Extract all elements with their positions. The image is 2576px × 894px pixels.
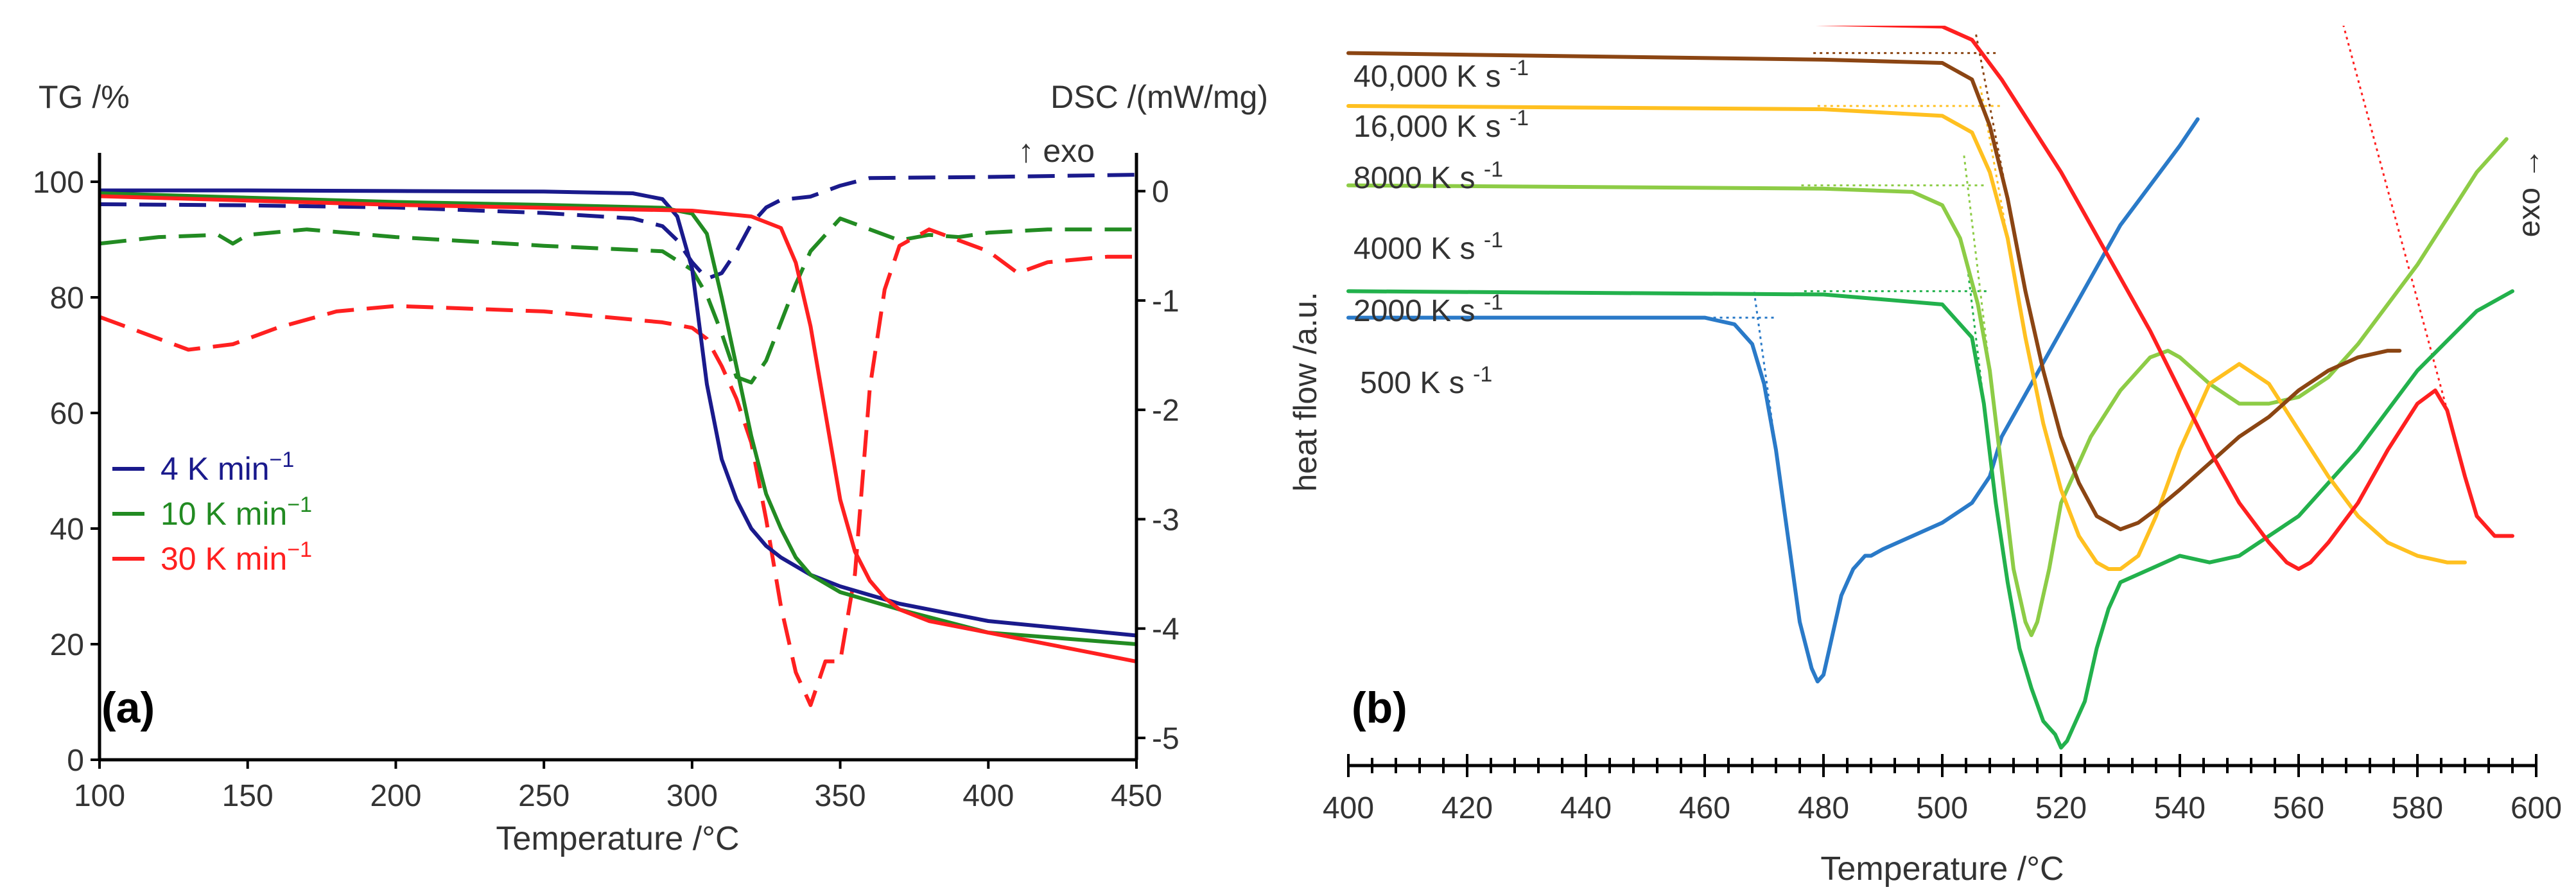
a-left-ticks: 0 20 40 60 80 100 bbox=[33, 166, 100, 778]
b-xtick-label: 580 bbox=[2392, 791, 2443, 825]
a-ytick-left-label: 20 bbox=[50, 628, 84, 662]
a-xlabel: Temperature /°C bbox=[496, 820, 739, 857]
b-xtick-label: 540 bbox=[2154, 791, 2206, 825]
series-tg-4-k-min-1 bbox=[100, 188, 1136, 638]
series-4000-k-s bbox=[1346, 137, 2509, 637]
b-xtick-label: 440 bbox=[1560, 791, 1612, 825]
b-xtick-label: 500 bbox=[1917, 791, 1968, 825]
b-x-ticks: 400 420 440 460 480 500 520 540 560 580 600 bbox=[1323, 754, 2562, 825]
a-xtick-label: 400 bbox=[962, 779, 1014, 813]
legend-label: 30 K min−1 bbox=[161, 538, 312, 577]
curve-label-2000-k-s: 2000 K s -1 bbox=[1353, 290, 1503, 328]
curve-label-superscript: -1 bbox=[1510, 106, 1529, 130]
legend-label-superscript: −1 bbox=[270, 448, 295, 472]
curve-label-8000-k-s: 8000 K s -1 bbox=[1353, 157, 1503, 195]
a-ylabel-left: TG /% bbox=[39, 79, 130, 115]
curve-label-16-000-k-s: 16,000 K s -1 bbox=[1353, 106, 1529, 144]
a-xtick-label: 100 bbox=[74, 779, 125, 813]
series-dsc-10-k-min-1 bbox=[100, 216, 1136, 385]
a-ytick-left-label: 80 bbox=[50, 281, 84, 315]
b-xlabel: Temperature /°C bbox=[1820, 850, 2064, 888]
a-legend: 4 K min−1 10 K min−1 30 K min−1 bbox=[112, 448, 312, 577]
panel-b: 400 420 440 460 480 500 520 540 560 580 600 40,000… bbox=[1287, 26, 2562, 888]
b-xtick-label: 480 bbox=[1798, 791, 1849, 825]
a-ytick-right-label: -3 bbox=[1152, 503, 1179, 537]
series-500-k-s bbox=[1346, 117, 2200, 684]
series-dsc-4-k-min-1 bbox=[100, 173, 1136, 281]
a-xtick-label: 150 bbox=[222, 779, 274, 813]
b-xtick-label: 460 bbox=[1679, 791, 1730, 825]
a-right-ticks: 0 -1 -2 -3 -4 -5 bbox=[1136, 175, 1179, 756]
a-xtick-label: 300 bbox=[666, 779, 718, 813]
legend-label: 4 K min−1 bbox=[161, 448, 294, 487]
a-ytick-right-label: -5 bbox=[1152, 722, 1179, 756]
a-ytick-right-label: -4 bbox=[1152, 613, 1179, 647]
b-xtick-label: 520 bbox=[2035, 791, 2087, 825]
curve-label-superscript: -1 bbox=[1484, 157, 1503, 182]
a-xtick-label: 450 bbox=[1111, 779, 1162, 813]
series-40-000-k-s bbox=[1815, 26, 2514, 571]
heat-flow-curves bbox=[1346, 26, 2514, 750]
a-x-ticks: 100 150 200 250 300 350 400 450 bbox=[74, 760, 1162, 813]
b-xtick-label: 400 bbox=[1323, 791, 1374, 825]
curve-label-500-k-s: 500 K s -1 bbox=[1360, 362, 1492, 400]
legend-label-superscript: −1 bbox=[287, 493, 312, 517]
a-xtick-label: 200 bbox=[370, 779, 421, 813]
panel-a: 100 150 200 250 300 350 400 450 0 20 40 60 80 100 0 -… bbox=[33, 79, 1268, 857]
a-ylabel-right: DSC /(mW/mg) bbox=[1050, 79, 1268, 115]
a-xtick-label: 350 bbox=[815, 779, 866, 813]
series-dsc-30-k-min-1 bbox=[100, 227, 1136, 707]
legend-label: 10 K min−1 bbox=[161, 493, 312, 532]
a-ytick-right-label: -1 bbox=[1152, 285, 1179, 319]
a-ytick-left-label: 0 bbox=[67, 744, 84, 778]
series-tg-10-k-min-1 bbox=[100, 191, 1136, 646]
a-exo-label: ↑ exo bbox=[1018, 133, 1095, 169]
b-exo-label: exo → bbox=[2512, 148, 2546, 238]
series-tg-30-k-min-1 bbox=[100, 194, 1136, 663]
legend-label-superscript: −1 bbox=[287, 538, 312, 562]
curve-label-superscript: -1 bbox=[1473, 362, 1492, 387]
a-ytick-left-label: 60 bbox=[50, 397, 84, 431]
series-16-000-k-s bbox=[1346, 51, 2402, 532]
a-ytick-right-label: -2 bbox=[1152, 394, 1179, 428]
onset-tangent-lines bbox=[1591, 26, 2466, 536]
series-8000-k-s bbox=[1346, 104, 2467, 571]
b-xtick-label: 600 bbox=[2511, 791, 2562, 825]
b-curve-labels: 40,000 K s -1 16,000 K s -1 8000 K s -1 400… bbox=[1353, 56, 1529, 400]
curve-label-superscript: -1 bbox=[1484, 290, 1503, 315]
onset-tangent bbox=[1965, 261, 1997, 504]
curve-label-40-000-k-s: 40,000 K s -1 bbox=[1353, 56, 1529, 94]
a-panel-label: (a) bbox=[101, 683, 155, 732]
b-xtick-label: 560 bbox=[2273, 791, 2324, 825]
b-xtick-label: 420 bbox=[1441, 791, 1493, 825]
curve-label-4000-k-s: 4000 K s -1 bbox=[1353, 228, 1503, 266]
curve-label-superscript: -1 bbox=[1510, 56, 1529, 80]
a-xtick-label: 250 bbox=[518, 779, 570, 813]
series-2000-k-s bbox=[1346, 289, 2514, 750]
a-ytick-right-label: 0 bbox=[1152, 175, 1169, 209]
a-ytick-left-label: 100 bbox=[33, 166, 84, 200]
tg-curves bbox=[100, 188, 1136, 663]
a-ytick-left-label: 40 bbox=[50, 513, 84, 547]
b-ylabel: heat flow /a.u. bbox=[1287, 292, 1323, 491]
dsc-curves bbox=[100, 173, 1136, 707]
curve-label-superscript: -1 bbox=[1484, 228, 1503, 252]
b-panel-label: (b) bbox=[1352, 683, 1407, 732]
